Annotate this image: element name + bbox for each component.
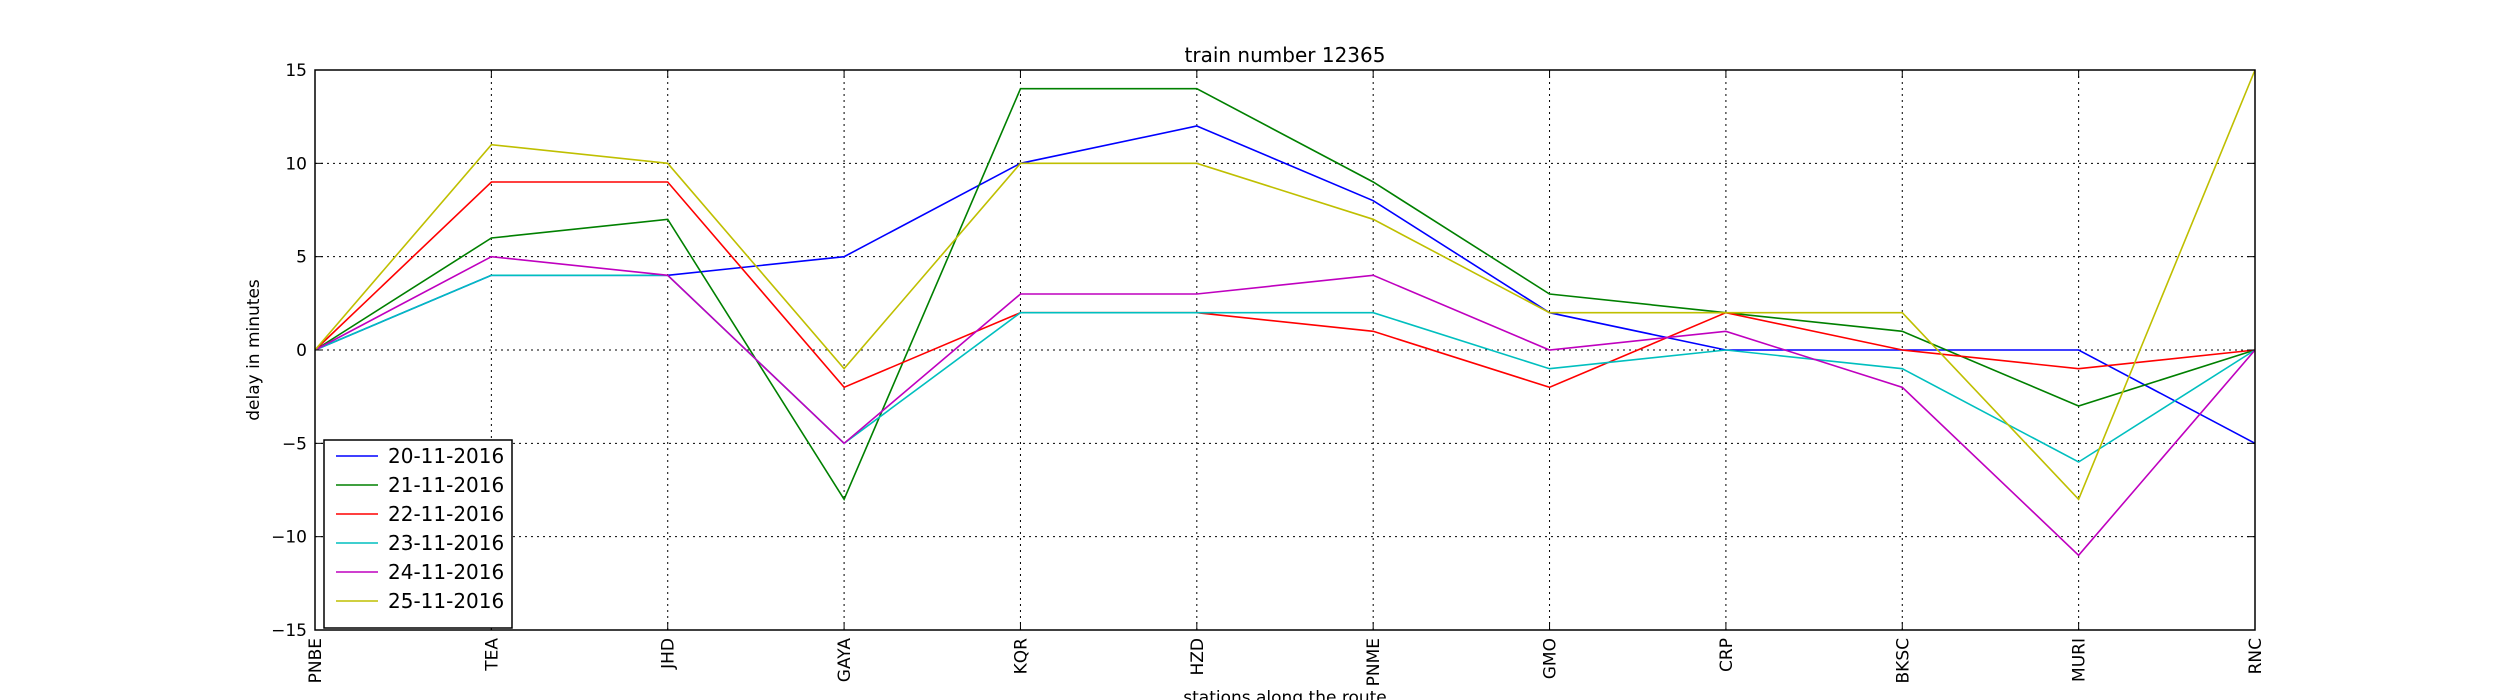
x-tick-label: HZD [1188,638,1208,676]
x-tick-label: PNBE [306,638,326,683]
legend: 20-11-2016 21-11-2016 22-11-2016 23-11-2016… [323,439,513,629]
legend-entry: 24-11-2016 [388,560,504,584]
legend-box [323,439,513,629]
y-tick-label: 10 [285,154,307,174]
y-tick-label: 0 [296,341,307,361]
x-axis-label: stations along the route [1183,688,1387,700]
y-tick-label: 15 [285,61,307,81]
legend-entry: 21-11-2016 [388,473,504,497]
x-tick-label: GMO [1541,638,1561,679]
y-tick-label: −10 [271,528,307,548]
series-line-23-11-2016 [314,274,2256,463]
series-line-25-11-2016 [314,69,2256,501]
series-line-21-11-2016 [314,87,2256,502]
series-line-22-11-2016 [314,181,2256,389]
y-tick-label: −5 [282,434,307,454]
x-tick-label: BKSC [1893,638,1913,683]
legend-entry: 23-11-2016 [388,531,504,555]
x-axis-ticks: PNBE TEA JHD GAYA KQR HZD PNME GMO CRP BKSC MURI RN… [306,70,2266,686]
x-tick-label: CRP [1717,638,1737,672]
y-axis-ticks: −15 −10 −5 0 5 10 15 [271,61,2255,641]
legend-entry: 20-11-2016 [388,444,504,468]
series-lines [314,69,2256,557]
x-tick-label: RNC [2246,638,2266,674]
x-tick-label: MURI [2070,638,2090,682]
x-tick-label: GAYA [835,638,855,683]
chart-title: train number 12365 [1185,43,1386,67]
legend-entry: 25-11-2016 [388,589,504,613]
series-line-24-11-2016 [314,255,2256,557]
legend-entry: 22-11-2016 [388,502,504,526]
y-tick-label: 5 [296,248,307,268]
x-tick-label: JHD [659,638,679,670]
x-tick-label: TEA [482,638,502,672]
y-axis-label: delay in minutes [244,279,264,421]
x-tick-label: KQR [1011,638,1031,675]
y-tick-label: −15 [271,621,307,641]
x-tick-label: PNME [1364,638,1384,686]
